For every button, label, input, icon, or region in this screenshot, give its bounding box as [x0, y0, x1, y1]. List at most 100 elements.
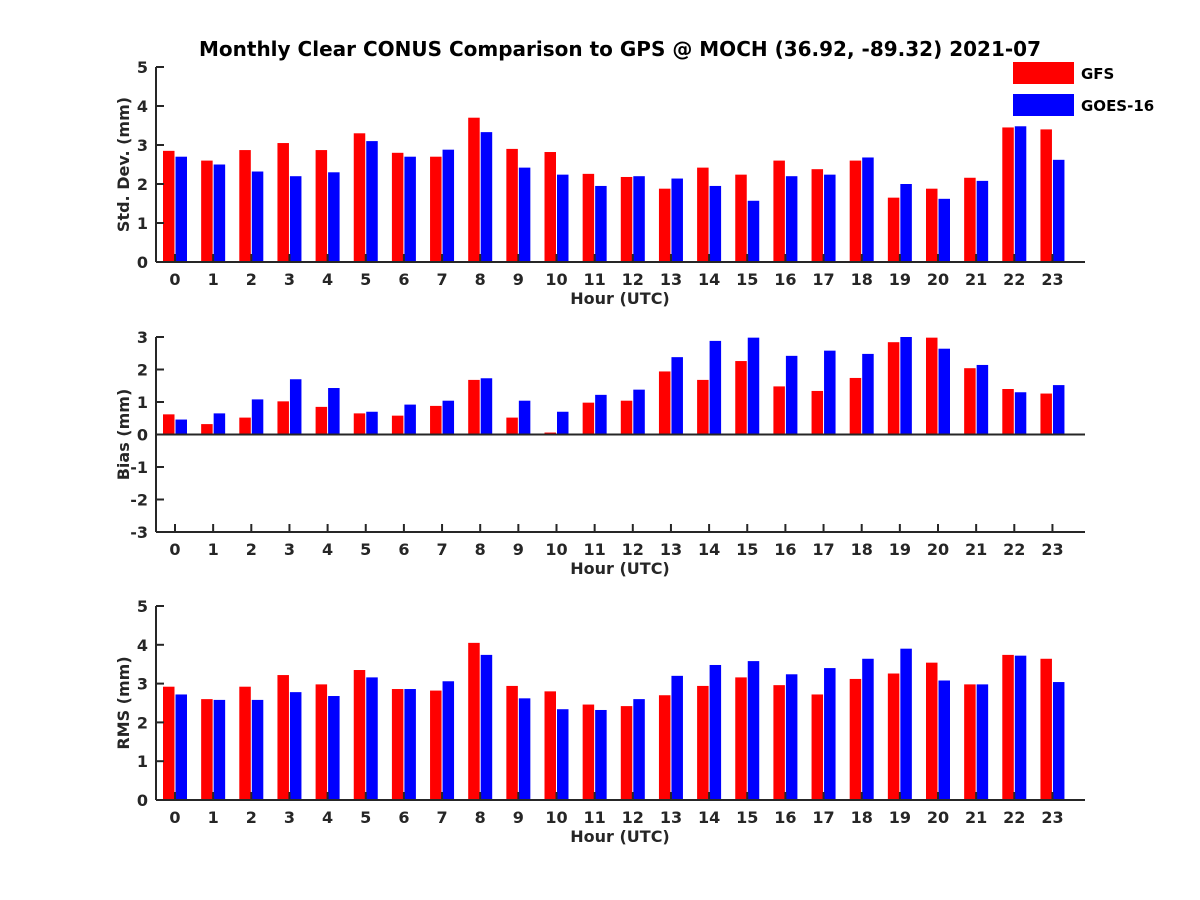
y-tick-label: 1 — [137, 752, 148, 771]
bar-goes-16-4 — [328, 388, 340, 435]
y-tick-label: -3 — [130, 523, 148, 542]
y-tick-label: 4 — [137, 636, 148, 655]
x-tick-label: 2 — [246, 540, 257, 559]
y-tick-label: -2 — [130, 491, 148, 510]
y-tick-label: 1 — [137, 214, 148, 233]
x-axis-label: Hour (UTC) — [570, 289, 670, 308]
x-tick-label: 13 — [660, 808, 682, 827]
bar-gfs-14 — [697, 379, 709, 435]
y-axis-label: RMS (mm) — [114, 656, 133, 749]
bar-gfs-11 — [582, 402, 595, 435]
x-tick-label: 7 — [436, 540, 447, 559]
bar-gfs-2 — [239, 686, 251, 800]
x-tick-label: 7 — [436, 270, 447, 289]
bar-goes-16-8 — [480, 132, 493, 262]
x-tick-label: 11 — [584, 808, 606, 827]
x-tick-label: 15 — [736, 540, 758, 559]
x-tick-label: 12 — [622, 808, 644, 827]
x-tick-label: 10 — [545, 540, 567, 559]
bar-gfs-23 — [1040, 658, 1052, 800]
y-tick-label: 2 — [137, 175, 148, 194]
bar-gfs-16 — [773, 386, 785, 435]
x-tick-label: 4 — [322, 808, 333, 827]
x-tick-label: 4 — [322, 540, 333, 559]
bar-goes-16-7 — [442, 681, 455, 800]
x-axis-label: Hour (UTC) — [570, 827, 670, 846]
bar-gfs-12 — [620, 176, 633, 262]
x-tick-label: 22 — [1003, 270, 1025, 289]
x-tick-label: 17 — [812, 808, 834, 827]
x-tick-label: 19 — [889, 540, 911, 559]
x-tick-label: 2 — [246, 270, 257, 289]
bar-gfs-9 — [506, 417, 518, 435]
x-axis-label: Hour (UTC) — [570, 559, 670, 578]
x-tick-label: 5 — [360, 540, 371, 559]
y-tick-label: 5 — [137, 597, 148, 616]
x-tick-label: 23 — [1041, 808, 1063, 827]
bar-goes-16-2 — [251, 699, 264, 800]
x-tick-label: 23 — [1041, 270, 1063, 289]
bar-goes-16-6 — [404, 156, 416, 262]
bar-gfs-23 — [1040, 129, 1052, 262]
bar-goes-16-13 — [671, 675, 683, 800]
bar-gfs-1 — [201, 424, 213, 435]
x-tick-label: 10 — [545, 808, 567, 827]
bar-gfs-15 — [735, 174, 747, 262]
x-tick-label: 11 — [584, 540, 606, 559]
x-tick-label: 13 — [660, 270, 682, 289]
bar-gfs-8 — [468, 642, 480, 800]
bar-goes-16-3 — [289, 692, 302, 800]
bar-goes-16-10 — [557, 411, 569, 435]
x-tick-label: 13 — [660, 540, 682, 559]
bar-goes-16-13 — [671, 178, 683, 262]
bar-goes-16-5 — [366, 677, 378, 800]
bar-goes-16-16 — [785, 176, 798, 262]
bar-gfs-0 — [163, 414, 175, 435]
legend-swatch-goes-16 — [1013, 94, 1074, 116]
x-tick-label: 16 — [774, 808, 796, 827]
bar-gfs-16 — [773, 160, 785, 262]
bar-goes-16-13 — [671, 357, 683, 435]
x-tick-label: 19 — [889, 270, 911, 289]
bar-gfs-20 — [926, 662, 938, 800]
bar-goes-16-19 — [900, 337, 912, 435]
bar-gfs-19 — [887, 197, 900, 262]
x-tick-label: 8 — [475, 808, 486, 827]
bar-goes-16-6 — [404, 689, 416, 800]
bar-goes-16-12 — [633, 699, 645, 800]
bar-goes-16-15 — [747, 337, 760, 435]
bar-goes-16-8 — [480, 654, 493, 800]
bar-gfs-20 — [926, 188, 938, 262]
x-tick-label: 18 — [851, 540, 873, 559]
bar-goes-16-18 — [862, 353, 874, 435]
bar-goes-16-10 — [557, 174, 569, 262]
bar-goes-16-11 — [595, 394, 607, 435]
bar-goes-16-1 — [213, 413, 226, 435]
bar-goes-16-8 — [480, 378, 493, 435]
bar-gfs-11 — [582, 173, 595, 262]
bar-goes-16-14 — [709, 664, 722, 800]
bar-goes-16-17 — [824, 350, 836, 435]
bar-gfs-16 — [773, 685, 785, 800]
bar-gfs-0 — [163, 686, 175, 800]
bar-goes-16-6 — [404, 404, 416, 435]
bar-gfs-7 — [430, 405, 442, 435]
bar-goes-16-0 — [175, 694, 187, 800]
x-tick-label: 7 — [436, 808, 447, 827]
x-tick-label: 9 — [513, 270, 524, 289]
x-tick-label: 2 — [246, 808, 257, 827]
bar-gfs-17 — [811, 169, 824, 262]
bar-gfs-13 — [658, 695, 671, 800]
y-tick-label: 4 — [137, 97, 148, 116]
legend-swatch-gfs — [1013, 62, 1074, 84]
bar-goes-16-21 — [976, 364, 989, 435]
bar-gfs-4 — [315, 150, 328, 262]
bar-gfs-13 — [658, 371, 671, 435]
bar-goes-16-3 — [289, 379, 302, 435]
x-tick-label: 5 — [360, 808, 371, 827]
x-tick-label: 12 — [622, 270, 644, 289]
bar-gfs-7 — [430, 690, 442, 800]
bar-gfs-3 — [277, 143, 289, 262]
